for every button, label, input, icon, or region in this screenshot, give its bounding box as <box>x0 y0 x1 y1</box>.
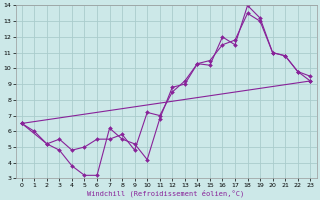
X-axis label: Windchill (Refroidissement éolien,°C): Windchill (Refroidissement éolien,°C) <box>87 189 245 197</box>
